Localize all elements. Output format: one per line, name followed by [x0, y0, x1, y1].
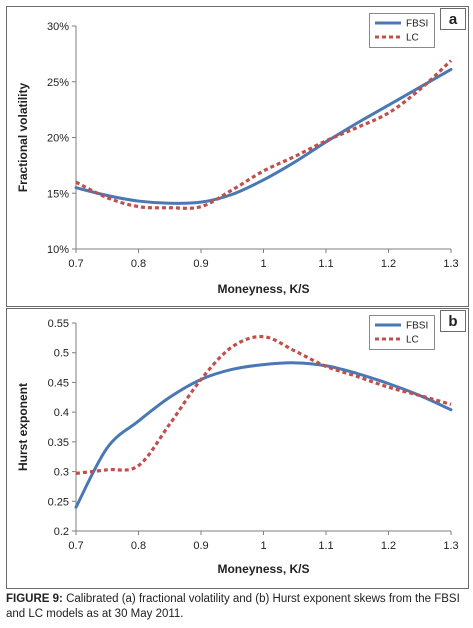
y-tick-label: 25%	[47, 77, 69, 89]
y-tick-label: 0.3	[54, 467, 69, 479]
y-tick-label: 0.4	[54, 407, 69, 419]
y-axis-label: Fractional volatility	[16, 82, 30, 192]
x-tick-label: 1.3	[443, 540, 458, 552]
x-tick-label: 1.1	[318, 258, 333, 270]
x-tick-label: 0.7	[68, 540, 83, 552]
x-tick-label: 0.9	[193, 540, 208, 552]
panel-letter: b	[448, 313, 457, 330]
x-tick-label: 0.8	[131, 540, 146, 552]
panel-frame	[6, 308, 469, 589]
legend-label-fbsi: FBSI	[406, 321, 428, 332]
panel-letter-box	[440, 310, 466, 332]
y-tick-label: 30%	[47, 21, 69, 33]
panel-frame	[6, 6, 469, 307]
panel-letter-box	[440, 8, 466, 30]
legend-label-lc: LC	[406, 335, 419, 346]
y-tick-label: 0.25	[48, 496, 69, 508]
series-line-lc	[75, 59, 453, 210]
legend-label-lc: LC	[406, 33, 419, 44]
series-line-lc	[75, 335, 452, 475]
legend-box	[369, 315, 435, 350]
x-axis-label: Moneyness, K/S	[217, 282, 309, 296]
x-tick-label: 1	[260, 540, 266, 552]
series-line-fbsi	[74, 361, 453, 509]
x-tick-label: 0.7	[68, 258, 83, 270]
y-tick-label: 10%	[47, 244, 69, 256]
y-tick-label: 0.2	[54, 526, 69, 538]
y-tick-label: 20%	[47, 133, 69, 145]
figure-caption: FIGURE 9: Calibrated (a) fractional vola…	[6, 592, 468, 622]
x-tick-label: 0.9	[193, 258, 208, 270]
y-tick-label: 0.55	[48, 318, 69, 330]
x-tick-label: 1.2	[381, 258, 396, 270]
legend-label-fbsi: FBSI	[406, 19, 428, 30]
x-tick-label: 1	[260, 258, 266, 270]
x-tick-label: 1.2	[381, 540, 396, 552]
caption-text: Calibrated (a) fractional volatility and…	[6, 593, 460, 620]
x-tick-label: 0.8	[131, 258, 146, 270]
panel-a: 10% 15% 20% 25% 30% 0.7 0.8 0.9 1 1.1 1.2 1.3 Moneyn…	[6, 6, 469, 307]
y-tick-label: 0.35	[48, 437, 69, 449]
panel-b: 0.2 0.25 0.3 0.35 0.4 0.45 0.5 0.55 0.7 0.8 0.9 1 1.…	[6, 308, 469, 589]
y-tick-label: 15%	[47, 188, 69, 200]
y-axis-label: Hurst exponent	[16, 383, 30, 471]
legend-box	[369, 13, 435, 48]
caption-label: FIGURE 9:	[6, 593, 63, 605]
x-axis-label: Moneyness, K/S	[217, 562, 309, 576]
panel-letter: a	[449, 11, 458, 28]
x-tick-label: 1.1	[318, 540, 333, 552]
series-line-fbsi	[74, 67, 453, 205]
x-tick-label: 1.3	[443, 258, 458, 270]
y-tick-label: 0.45	[48, 377, 69, 389]
y-tick-label: 0.5	[54, 348, 69, 360]
